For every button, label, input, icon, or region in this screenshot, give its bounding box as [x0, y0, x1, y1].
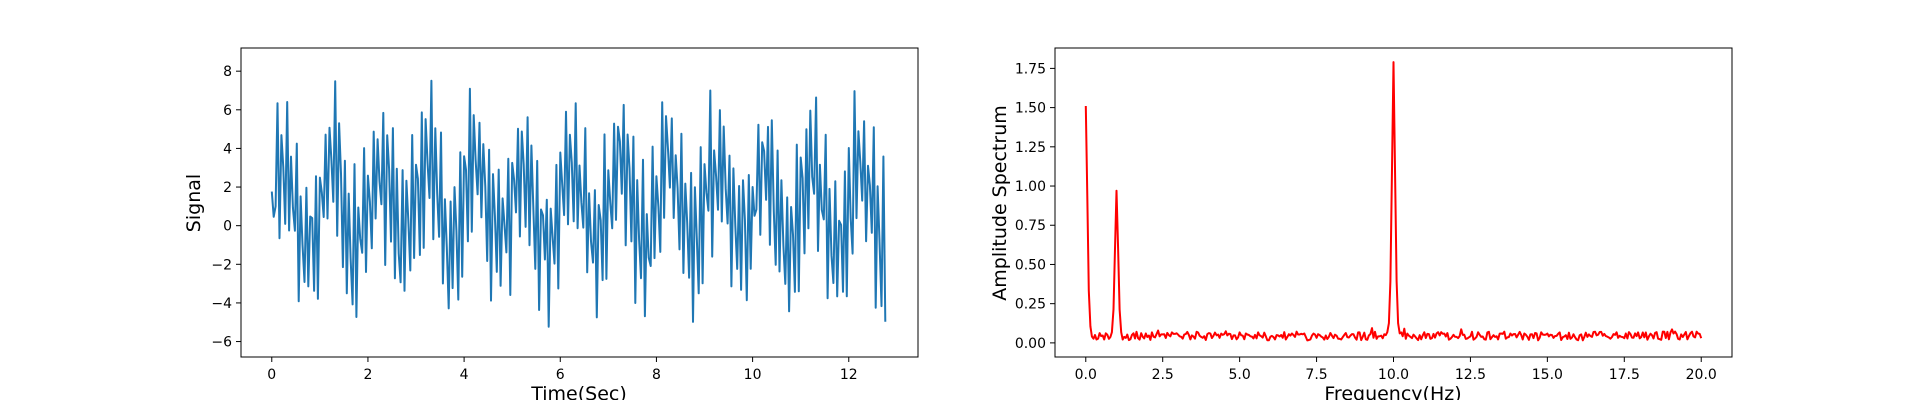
spectrum-x-tick-label: 15.0 [1532, 367, 1563, 383]
signal-y-tick-label: 2 [223, 180, 232, 196]
spectrum-x-tick-label: 17.5 [1609, 367, 1640, 383]
spectrum-x-tick-label: 20.0 [1686, 367, 1717, 383]
spectrum-y-tick-label: 1.50 [1015, 101, 1046, 117]
signal-x-tick-label: 10 [744, 367, 762, 383]
signal-series-line [270, 79, 887, 328]
signal-x-tick-label: 4 [460, 367, 469, 383]
spectrum-y-tick-label: 1.25 [1015, 140, 1046, 156]
signal-x-tick-label: 2 [363, 367, 372, 383]
signal-x-tick-label: 12 [840, 367, 858, 383]
signal-y-tick-label: 8 [223, 64, 232, 80]
spectrum-y-ticks: 0.00 0.25 0.50 0.75 1.00 1.25 1.50 1.75 [1015, 61, 1055, 352]
signal-x-tick-label: 6 [556, 367, 565, 383]
spectrum-x-axis-label: Frequency(Hz) [1324, 383, 1461, 400]
signal-x-axis-label: Time(Sec) [530, 383, 627, 400]
spectrum-y-tick-label: 0.50 [1015, 257, 1046, 273]
signal-y-tick-label: −6 [211, 335, 232, 351]
spectrum-plot: 0.0 2.5 5.0 7.5 10.0 12.5 15.0 17.5 20.0 0.00 0.2… [989, 47, 1733, 400]
spectrum-series-line [1084, 61, 1703, 342]
signal-x-tick-label: 8 [652, 367, 661, 383]
signal-y-tick-label: −4 [211, 296, 232, 312]
spectrum-x-tick-label: 7.5 [1305, 367, 1327, 383]
signal-y-tick-label: −2 [211, 257, 232, 273]
signal-y-tick-label: 6 [223, 103, 232, 119]
signal-y-tick-label: 0 [223, 219, 232, 235]
spectrum-y-axis-label: Amplitude Spectrum [989, 105, 1011, 300]
spectrum-x-tick-label: 5.0 [1229, 367, 1251, 383]
spectrum-x-tick-label: 10.0 [1378, 367, 1409, 383]
spectrum-x-tick-label: 2.5 [1152, 367, 1174, 383]
spectrum-y-tick-label: 0.25 [1015, 297, 1046, 313]
spectrum-x-tick-label: 0.0 [1075, 367, 1097, 383]
signal-y-axis-label: Signal [183, 174, 205, 232]
spectrum-y-tick-label: 0.75 [1015, 218, 1046, 234]
spectrum-y-tick-label: 1.00 [1015, 179, 1046, 195]
signal-y-tick-label: 4 [223, 141, 232, 157]
signal-plot-frame [240, 47, 919, 358]
signal-x-tick-label: 0 [267, 367, 276, 383]
spectrum-x-ticks: 0.0 2.5 5.0 7.5 10.0 12.5 15.0 17.5 20.0 [1075, 357, 1717, 383]
spectrum-y-tick-label: 1.75 [1015, 61, 1046, 77]
spectrum-x-tick-label: 12.5 [1455, 367, 1486, 383]
signal-x-ticks: 0 2 4 6 8 10 12 [267, 357, 858, 383]
spectrum-y-tick-label: 0.00 [1015, 336, 1046, 352]
signal-plot: 0 2 4 6 8 10 12 −6 −4 −2 0 2 4 6 8 Time(Sec) Signal [183, 47, 919, 400]
signal-y-ticks: −6 −4 −2 0 2 4 6 8 [211, 64, 241, 351]
